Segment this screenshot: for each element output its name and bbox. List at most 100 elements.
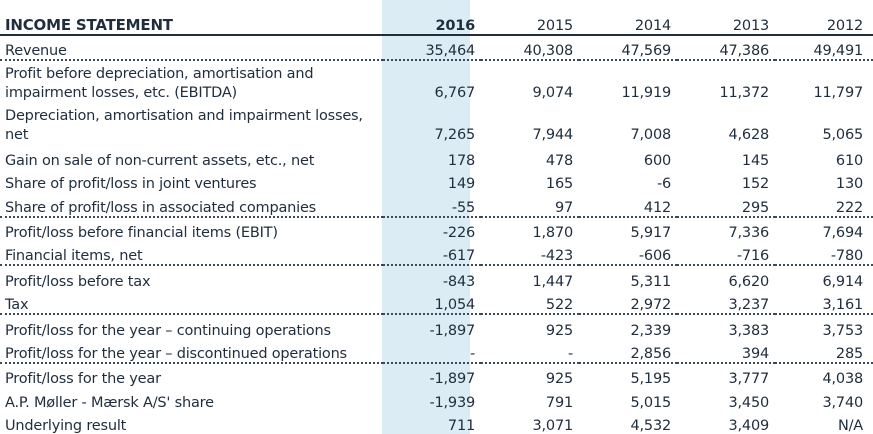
row-label: Profit/loss before tax [5, 273, 151, 290]
cell-2015: -423 [481, 240, 579, 267]
row-label: Underlying result [5, 418, 127, 434]
table-row: A.P. Møller - Mærsk A/S' share -1,939 79… [0, 387, 873, 411]
cell-2015: 97 [481, 192, 579, 218]
cell-2014: 4,532 [630, 418, 671, 434]
cell-2012: 5,065 [822, 127, 863, 144]
table-row: Financial items, net -617 -423 -606 -716… [0, 240, 873, 267]
table-row: Profit/loss before tax -843 1,447 5,311 … [0, 265, 873, 290]
cell-2012: 4,038 [822, 371, 863, 388]
cell-2014: 5,195 [630, 371, 671, 388]
year-header-2016: 2016 [383, 8, 481, 36]
cell-2013: 3,409 [728, 418, 769, 434]
table-row: Gain on sale of non-current assets, etc.… [0, 145, 873, 169]
cell-2012: 6,914 [822, 273, 863, 290]
cell-2012: 3,753 [822, 322, 863, 339]
table-row: Depreciation, amortisation and impairmen… [0, 103, 873, 145]
cell-2013: 145 [741, 152, 769, 169]
cell-2013: 6,620 [728, 273, 769, 290]
cell-2016: -55 [383, 192, 481, 218]
cell-2012: N/A [837, 418, 863, 434]
cell-2013: 3,383 [728, 322, 769, 339]
cell-2012: 49,491 [775, 35, 873, 62]
row-label: Profit/loss for the year – continuing op… [5, 322, 331, 339]
cell-2012: 7,694 [822, 224, 863, 241]
row-label: Profit/loss for the year [5, 371, 161, 388]
table-row: Profit/loss before financial items (EBIT… [0, 217, 873, 241]
cell-2013: 4,628 [728, 127, 769, 144]
cell-2014: -6 [656, 176, 671, 193]
cell-2013: 3,237 [677, 289, 775, 316]
cell-2014: -606 [579, 240, 677, 267]
year-header-2014: 2014 [579, 8, 677, 36]
table-row: Profit/loss for the year – discontinued … [0, 338, 873, 364]
cell-2014: 11,919 [621, 85, 671, 102]
cell-2013: 47,386 [677, 35, 775, 62]
cell-2013: 3,777 [728, 371, 769, 388]
cell-2012: 3,161 [775, 289, 873, 316]
cell-2014: 5,311 [630, 273, 671, 290]
row-label: Revenue [0, 35, 383, 62]
row-label: Gain on sale of non-current assets, etc.… [5, 152, 315, 169]
table-row: Underlying result 711 3,071 4,532 3,409 … [0, 411, 873, 434]
cell-2015: 522 [481, 289, 579, 316]
cell-2014: 2,339 [630, 322, 671, 339]
row-label: Financial items, net [0, 240, 383, 267]
cell-2015: 925 [545, 371, 573, 388]
row-label: Profit/loss for the year – discontinued … [0, 338, 383, 364]
cell-2012: 11,797 [813, 85, 863, 102]
header-row: INCOME STATEMENT 2016 2015 2014 2013 201… [0, 8, 873, 36]
cell-2016: -617 [383, 240, 481, 267]
table-row: Share of profit/loss in associated compa… [0, 192, 873, 218]
cell-2015: 9,074 [532, 85, 573, 102]
cell-2014: 47,569 [579, 35, 677, 62]
cell-2016: -1,939 [429, 394, 475, 411]
cell-2012: 285 [775, 338, 873, 364]
cell-2014: 5,917 [630, 224, 671, 241]
cell-2016: -843 [442, 273, 475, 290]
row-label: Profit/loss before financial items (EBIT… [5, 224, 278, 241]
cell-2016: 149 [447, 176, 475, 193]
cell-2016: 711 [447, 418, 475, 434]
cell-2014: 2,972 [579, 289, 677, 316]
year-header-2013: 2013 [677, 8, 775, 36]
cell-2015: 7,944 [532, 127, 573, 144]
income-statement-table: INCOME STATEMENT 2016 2015 2014 2013 201… [0, 8, 873, 434]
cell-2016: -1,897 [429, 371, 475, 388]
table-row: Tax 1,054 522 2,972 3,237 3,161 [0, 289, 873, 316]
row-label: Share of profit/loss in associated compa… [0, 192, 383, 218]
cell-2013: -716 [677, 240, 775, 267]
cell-2013: 152 [741, 176, 769, 193]
table-row: Revenue 35,464 40,308 47,569 47,386 49,4… [0, 35, 873, 62]
table-row: Profit/loss for the year -1,897 925 5,19… [0, 363, 873, 387]
cell-2015: 1,870 [532, 224, 573, 241]
row-label: Share of profit/loss in joint ventures [5, 176, 257, 193]
cell-2016: 1,054 [383, 289, 481, 316]
cell-2012: -780 [775, 240, 873, 267]
cell-2015: 1,447 [532, 273, 573, 290]
row-label: Depreciation, amortisation and impairmen… [5, 108, 363, 144]
cell-2015: - [481, 338, 579, 364]
cell-2013: 394 [677, 338, 775, 364]
cell-2015: 925 [545, 322, 573, 339]
cell-2012: 3,740 [822, 394, 863, 411]
cell-2012: 130 [835, 176, 863, 193]
row-label: A.P. Møller - Mærsk A/S' share [5, 394, 214, 411]
cell-2013: 7,336 [728, 224, 769, 241]
table-row: Profit before depreciation, amortisation… [0, 60, 873, 103]
row-label: Tax [0, 289, 383, 316]
table-row: Share of profit/loss in joint ventures 1… [0, 169, 873, 192]
cell-2015: 791 [545, 394, 573, 411]
cell-2016: 35,464 [383, 35, 481, 62]
table-title: INCOME STATEMENT [0, 8, 383, 36]
cell-2016: -1,897 [429, 322, 475, 339]
year-header-2012: 2012 [775, 8, 873, 36]
cell-2015: 3,071 [532, 418, 573, 434]
cell-2016: -226 [442, 224, 475, 241]
cell-2013: 11,372 [719, 85, 769, 102]
row-label: Profit before depreciation, amortisation… [5, 66, 314, 102]
cell-2016: - [383, 338, 481, 364]
cell-2012: 610 [835, 152, 863, 169]
cell-2014: 5,015 [630, 394, 671, 411]
cell-2016: 178 [447, 152, 475, 169]
cell-2015: 165 [545, 176, 573, 193]
